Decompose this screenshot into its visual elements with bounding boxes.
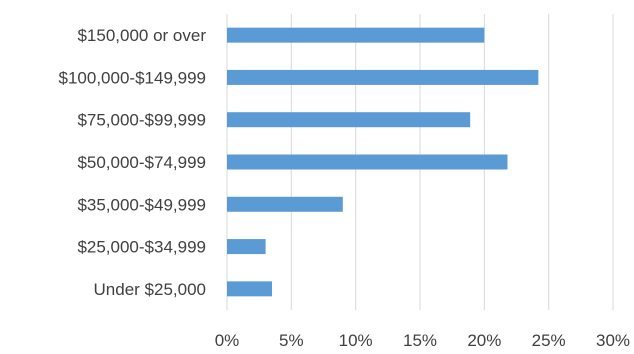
category-label: Under $25,000 <box>94 280 206 299</box>
category-label: $25,000-$34,999 <box>77 238 206 257</box>
category-label: $100,000-$149,999 <box>59 68 206 87</box>
bar <box>227 27 485 43</box>
category-label: $150,000 or over <box>77 26 206 45</box>
x-tick-label: 0% <box>215 331 240 350</box>
x-tick-label: 30% <box>596 331 630 350</box>
value-axis: 0% 5% 10% 15% 20% 25% 30% <box>215 331 630 350</box>
category-label: $50,000-$74,999 <box>77 153 206 172</box>
x-tick-label: 15% <box>403 331 437 350</box>
bar <box>227 154 508 170</box>
x-tick-label: 10% <box>339 331 373 350</box>
bar <box>227 281 273 297</box>
bar <box>227 69 539 85</box>
bar <box>227 196 343 212</box>
x-tick-label: 5% <box>279 331 304 350</box>
bar-series <box>227 27 539 297</box>
x-tick-label: 25% <box>532 331 566 350</box>
category-label: $35,000-$49,999 <box>77 195 206 214</box>
category-axis: $150,000 or over $100,000-$149,999 $75,000… <box>59 26 207 299</box>
bar <box>227 239 266 255</box>
category-label: $75,000-$99,999 <box>77 111 206 130</box>
bar <box>227 112 471 128</box>
x-tick-label: 20% <box>467 331 501 350</box>
